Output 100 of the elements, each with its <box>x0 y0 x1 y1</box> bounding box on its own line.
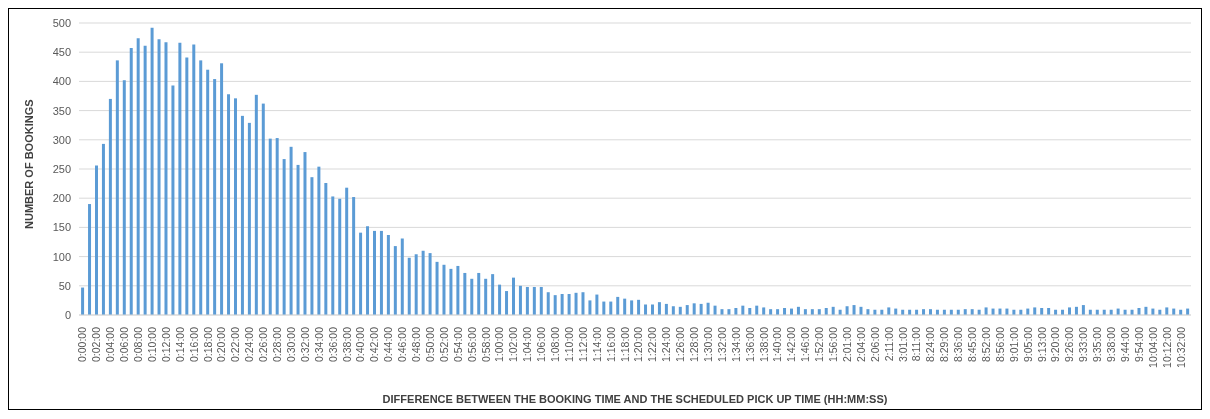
bar <box>94 165 98 315</box>
bar <box>157 39 161 315</box>
x-axis-title: DIFFERENCE BETWEEN THE BOOKING TIME AND THE SCHEDULED PICK UP TIME (HH:MM:SS) <box>382 393 888 405</box>
bar <box>630 300 634 315</box>
bar <box>206 69 210 315</box>
bar <box>491 274 495 315</box>
bar <box>498 284 502 315</box>
bar <box>164 42 168 315</box>
bar <box>143 45 147 315</box>
bar <box>762 307 766 315</box>
bar <box>511 277 515 315</box>
x-tick-label: 1:14:00 <box>590 326 603 363</box>
x-tick-label: 0:50:00 <box>423 326 436 363</box>
bar <box>984 307 988 315</box>
bar <box>581 292 585 315</box>
bar <box>567 293 571 315</box>
x-tick-label: 2:11:00 <box>882 326 895 362</box>
x-tick-label: 1:20:00 <box>632 326 645 363</box>
bar <box>428 253 432 315</box>
bar <box>379 230 383 315</box>
x-tick-label: 3:01:00 <box>896 326 909 363</box>
y-axis-title: NUMBER OF BOOKINGS <box>22 99 35 229</box>
bar <box>657 302 661 315</box>
x-tick-label: 1:36:00 <box>743 326 756 363</box>
bar <box>296 164 300 315</box>
x-tick-label: 9:44:00 <box>1118 326 1131 363</box>
y-tick-label: 250 <box>52 162 71 175</box>
y-tick-label: 50 <box>58 279 71 292</box>
bar <box>220 63 224 315</box>
x-tick-label: 0:20:00 <box>215 326 228 363</box>
x-tick-label: 0:24:00 <box>243 326 256 363</box>
x-tick-label: 1:52:00 <box>813 326 826 363</box>
bar <box>268 138 272 315</box>
bar <box>1033 307 1037 315</box>
x-tick-label: 1:24:00 <box>660 326 673 363</box>
bar <box>386 234 390 315</box>
bar <box>88 204 92 315</box>
x-tick-label: 9:38:00 <box>1105 326 1118 363</box>
bar <box>338 198 342 315</box>
bar <box>213 79 217 315</box>
x-tick-label: 2:04:00 <box>854 326 867 363</box>
x-tick-label: 0:36:00 <box>326 326 339 363</box>
x-tick-label: 8:36:00 <box>952 326 965 363</box>
x-tick-label: 1:06:00 <box>535 326 548 363</box>
y-tick-label: 500 <box>52 16 71 29</box>
x-tick-label: 10:12:00 <box>1160 326 1173 368</box>
bar <box>303 152 307 315</box>
y-tick-label: 200 <box>52 192 71 205</box>
bar <box>352 197 356 315</box>
x-tick-label: 1:46:00 <box>799 326 812 363</box>
x-tick-label: 0:16:00 <box>187 326 200 363</box>
x-tick-label: 8:45:00 <box>966 326 979 363</box>
y-tick-label: 450 <box>52 46 71 59</box>
bar <box>178 42 182 315</box>
x-tick-label: 9:01:00 <box>1007 326 1020 363</box>
bar <box>1067 307 1071 315</box>
bar <box>150 27 154 315</box>
bar <box>484 278 488 315</box>
bar <box>664 303 668 315</box>
x-tick-label: 1:28:00 <box>688 326 701 363</box>
bar <box>414 254 418 315</box>
x-tick-label: 0:10:00 <box>145 326 158 363</box>
bar <box>477 272 481 315</box>
x-tick-label: 0:12:00 <box>159 326 172 363</box>
bar <box>400 238 404 315</box>
x-tick-label: 9:26:00 <box>1063 326 1076 363</box>
bar <box>609 301 613 315</box>
x-tick-label: 1:38:00 <box>757 326 770 363</box>
bar <box>623 298 627 315</box>
x-tick-label: 0:26:00 <box>257 326 270 363</box>
bar <box>546 292 550 315</box>
bar <box>560 293 564 315</box>
bar <box>81 287 85 315</box>
bar <box>317 166 321 315</box>
y-tick-label: 100 <box>52 250 71 263</box>
x-tick-label: 0:28:00 <box>271 326 284 363</box>
bar <box>699 303 703 315</box>
bar <box>136 38 140 315</box>
bar <box>435 261 439 315</box>
x-tick-label: 0:00:00 <box>76 326 89 363</box>
x-tick-label: 0:08:00 <box>132 326 145 363</box>
bar <box>1165 307 1169 315</box>
bar <box>1081 305 1085 315</box>
x-tick-label: 0:04:00 <box>104 326 117 363</box>
x-tick-label: 1:22:00 <box>646 326 659 363</box>
x-tick-label: 8:11:00 <box>910 326 923 362</box>
bar <box>463 272 467 315</box>
bar <box>261 103 265 315</box>
bar <box>227 94 231 315</box>
bar <box>393 246 397 315</box>
bar <box>595 294 599 315</box>
x-tick-label: 9:13:00 <box>1035 326 1048 363</box>
bar <box>185 57 189 315</box>
bar <box>407 257 411 315</box>
x-tick-label: 9:54:00 <box>1132 326 1145 363</box>
bar <box>887 307 891 315</box>
bar <box>129 48 133 315</box>
bar <box>845 306 849 315</box>
bar <box>324 183 328 315</box>
x-tick-label: 1:08:00 <box>549 326 562 363</box>
